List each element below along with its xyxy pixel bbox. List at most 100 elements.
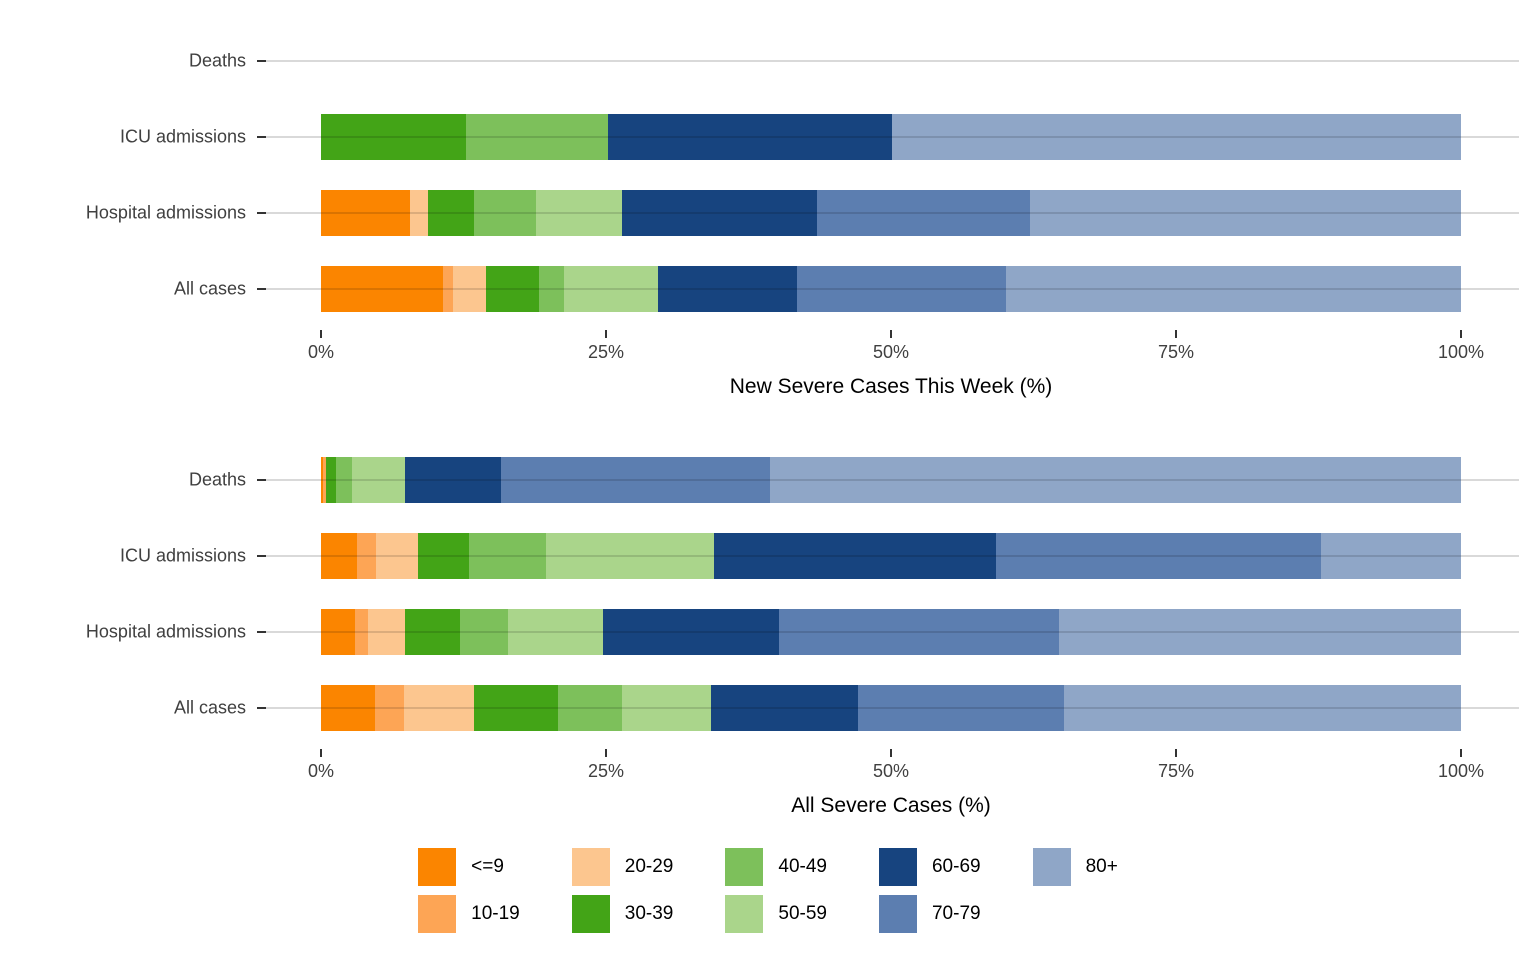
bar-segment (714, 533, 996, 579)
bar-segment (995, 533, 1321, 579)
category-label: All cases (173, 278, 246, 299)
legend-swatch (418, 848, 457, 886)
legend-item: 70-79 (878, 895, 981, 933)
bar-segment (442, 266, 454, 312)
bar-row: Deaths (0, 442, 1536, 518)
bar-gridline-overlay (321, 631, 1461, 633)
bar-segment (335, 457, 352, 503)
stacked-bar (321, 114, 1461, 160)
x-tick-label: 25% (587, 761, 625, 781)
legend-item: 40-49 (725, 848, 827, 886)
bar-segment (374, 685, 405, 731)
bar-segment (465, 114, 609, 160)
bar-segment (321, 685, 375, 731)
bar-segment (621, 685, 711, 731)
legend-item: 50-59 (725, 895, 827, 933)
legend-item: 80+ (1032, 848, 1118, 886)
x-tick (890, 749, 892, 757)
y-tick (257, 555, 266, 557)
legend-swatch (878, 848, 917, 886)
category-label: Deaths (188, 469, 246, 490)
x-tick (605, 749, 607, 757)
legend-item: 20-29 (571, 848, 674, 886)
legend-label: 80+ (1085, 856, 1118, 877)
bar-segment (558, 685, 622, 731)
stacked-bar (321, 609, 1461, 655)
bar-segment (321, 609, 356, 655)
x-axis-title: All Severe Cases (%) (791, 794, 991, 817)
legend-label: 60-69 (931, 856, 981, 877)
bar-segment (1320, 533, 1461, 579)
bar-segment (357, 533, 376, 579)
category-label: Hospital admissions (85, 202, 246, 223)
bar-row: ICU admissions (0, 518, 1536, 594)
top-chart: Deaths ICU admissions Hospital admissions A… (0, 23, 1536, 423)
x-tick-label: 0% (307, 342, 335, 362)
bar-plot-area (321, 533, 1461, 579)
x-tick (1175, 330, 1177, 338)
bar-segment (409, 190, 429, 236)
bar-row: ICU admissions (0, 99, 1536, 175)
bar-gridline-overlay (321, 479, 1461, 481)
bar-segment (538, 266, 564, 312)
bar-row: Hospital admissions (0, 594, 1536, 670)
bar-plot-area (321, 266, 1461, 312)
x-tick-label: 75% (1157, 761, 1195, 781)
bar-segment (563, 266, 659, 312)
bar-segment (797, 266, 1007, 312)
x-tick-label: 100% (1437, 761, 1485, 781)
bar-segment (321, 533, 358, 579)
bar-row: Hospital admissions (0, 175, 1536, 251)
x-tick-label: 100% (1437, 342, 1485, 362)
x-tick (1460, 749, 1462, 757)
legend-swatch (1032, 848, 1071, 886)
bar-segment (326, 457, 336, 503)
x-tick (890, 330, 892, 338)
bar-segment (417, 533, 470, 579)
bar-row: All cases (0, 251, 1536, 327)
bar-segment (405, 609, 461, 655)
y-tick (257, 60, 266, 62)
bar-plot-area (321, 609, 1461, 655)
bar-segment (486, 266, 539, 312)
bottom-chart: Deaths ICU admissions Hospital admissions A… (0, 442, 1536, 842)
legend-column: 60-69 70-79 (878, 848, 981, 933)
bar-segment (321, 114, 466, 160)
y-tick (257, 136, 266, 138)
bar-gridline-overlay (321, 555, 1461, 557)
legend-item: 30-39 (571, 895, 673, 933)
y-tick (257, 479, 266, 481)
legend-column: <=9 10-19 (418, 848, 520, 933)
bar-gridline-overlay (321, 288, 1461, 290)
bar-segment (428, 190, 474, 236)
legend-label: <=9 (471, 856, 504, 877)
bar-segment (460, 609, 508, 655)
x-tick-label: 0% (307, 761, 335, 781)
bar-row: All cases (0, 670, 1536, 746)
x-axis: New Severe Cases This Week (%) 0% 25% 50% 7… (0, 327, 1536, 423)
bar-segment (779, 609, 1059, 655)
bar-row: Deaths (0, 23, 1536, 99)
bar-gridline-overlay (321, 136, 1461, 138)
bar-segment (1006, 266, 1461, 312)
bar-segment (321, 266, 443, 312)
category-label: ICU admissions (119, 545, 246, 566)
stacked-bar (321, 533, 1461, 579)
legend-label: 50-59 (778, 903, 827, 924)
bar-segment (621, 190, 817, 236)
stacked-bar (321, 190, 1461, 236)
bar-segment (710, 685, 858, 731)
x-axis: All Severe Cases (%) 0% 25% 50% 75% 100% (0, 746, 1536, 842)
bar-gridline-overlay (321, 212, 1461, 214)
legend-item: <=9 (418, 848, 520, 886)
bar-segment (367, 609, 406, 655)
bar-plot-area (321, 38, 1461, 84)
legend-swatch (418, 895, 457, 933)
x-tick-label: 50% (872, 342, 910, 362)
legend-swatch (878, 895, 917, 933)
x-tick-label: 50% (872, 761, 910, 781)
legend-swatch (571, 895, 610, 933)
bar-segment (1064, 685, 1461, 731)
legend-label: 20-29 (624, 856, 674, 877)
bar-segment (375, 533, 418, 579)
